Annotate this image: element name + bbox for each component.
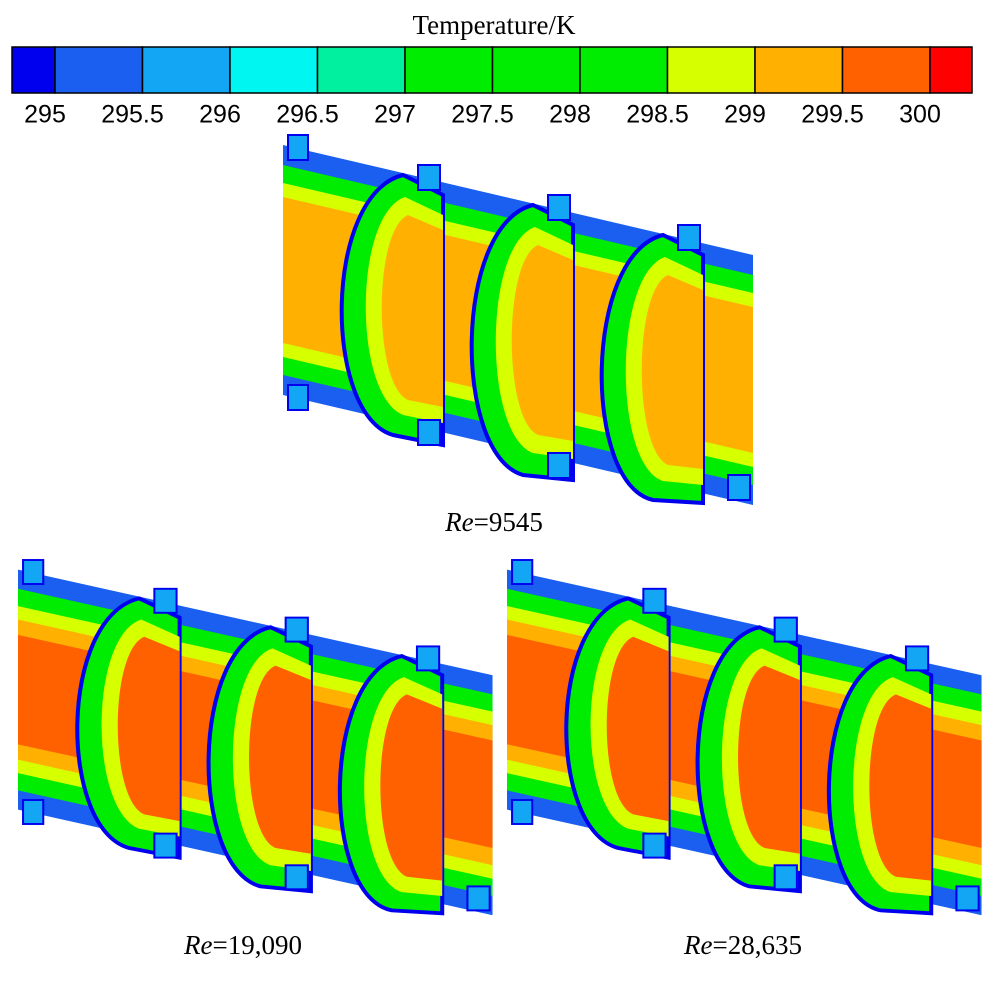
colorbar-segment	[841, 46, 931, 94]
colorbar-segment	[491, 46, 581, 94]
colorbar-segment	[229, 46, 319, 94]
colorbar-segment	[579, 46, 669, 94]
colorbar-tick-label: 295	[24, 101, 66, 129]
colorbar-tick-label: 298.5	[626, 101, 689, 129]
label-italic: Re	[683, 930, 712, 960]
colorbar-segment	[11, 46, 56, 94]
colorbar-tick-label: 299.5	[801, 101, 864, 129]
panel-label: Re=9545	[444, 507, 543, 537]
label-text: =9545	[474, 507, 543, 537]
label-text: =19,090	[213, 930, 302, 960]
colorbar-tick-label: 296	[199, 101, 241, 129]
contour-image	[283, 135, 753, 505]
colorbar-tick-label: 298	[549, 101, 591, 129]
colorbar-segment	[141, 46, 231, 94]
colorbar-tick-label: 299	[724, 101, 766, 129]
colorbar-title: Temperature/K	[412, 10, 576, 40]
colorbar-tick-label: 297	[374, 101, 416, 129]
colorbar-segment	[666, 46, 756, 94]
label-italic: Re	[183, 930, 212, 960]
colorbar-tick-label: 296.5	[276, 101, 339, 129]
label-italic: Re	[444, 507, 473, 537]
colorbar-segment	[929, 46, 973, 94]
colorbar-tick-label: 295.5	[101, 101, 164, 129]
contour-image	[507, 560, 982, 915]
contour-image	[18, 560, 493, 915]
colorbar-segment	[754, 46, 844, 94]
colorbar-segment	[54, 46, 144, 94]
colorbar-tick-label: 300	[899, 101, 941, 129]
colorbar-tick-label: 297.5	[451, 101, 514, 129]
panel-label: Re=19,090	[183, 930, 302, 960]
colorbar-segment	[316, 46, 406, 94]
panel-label: Re=28,635	[683, 930, 802, 960]
label-text: =28,635	[713, 930, 802, 960]
colorbar: 295 295.5 296 296.5 297 297.5 298 298.5 299 299.5…	[11, 46, 973, 129]
colorbar-segment	[404, 46, 494, 94]
